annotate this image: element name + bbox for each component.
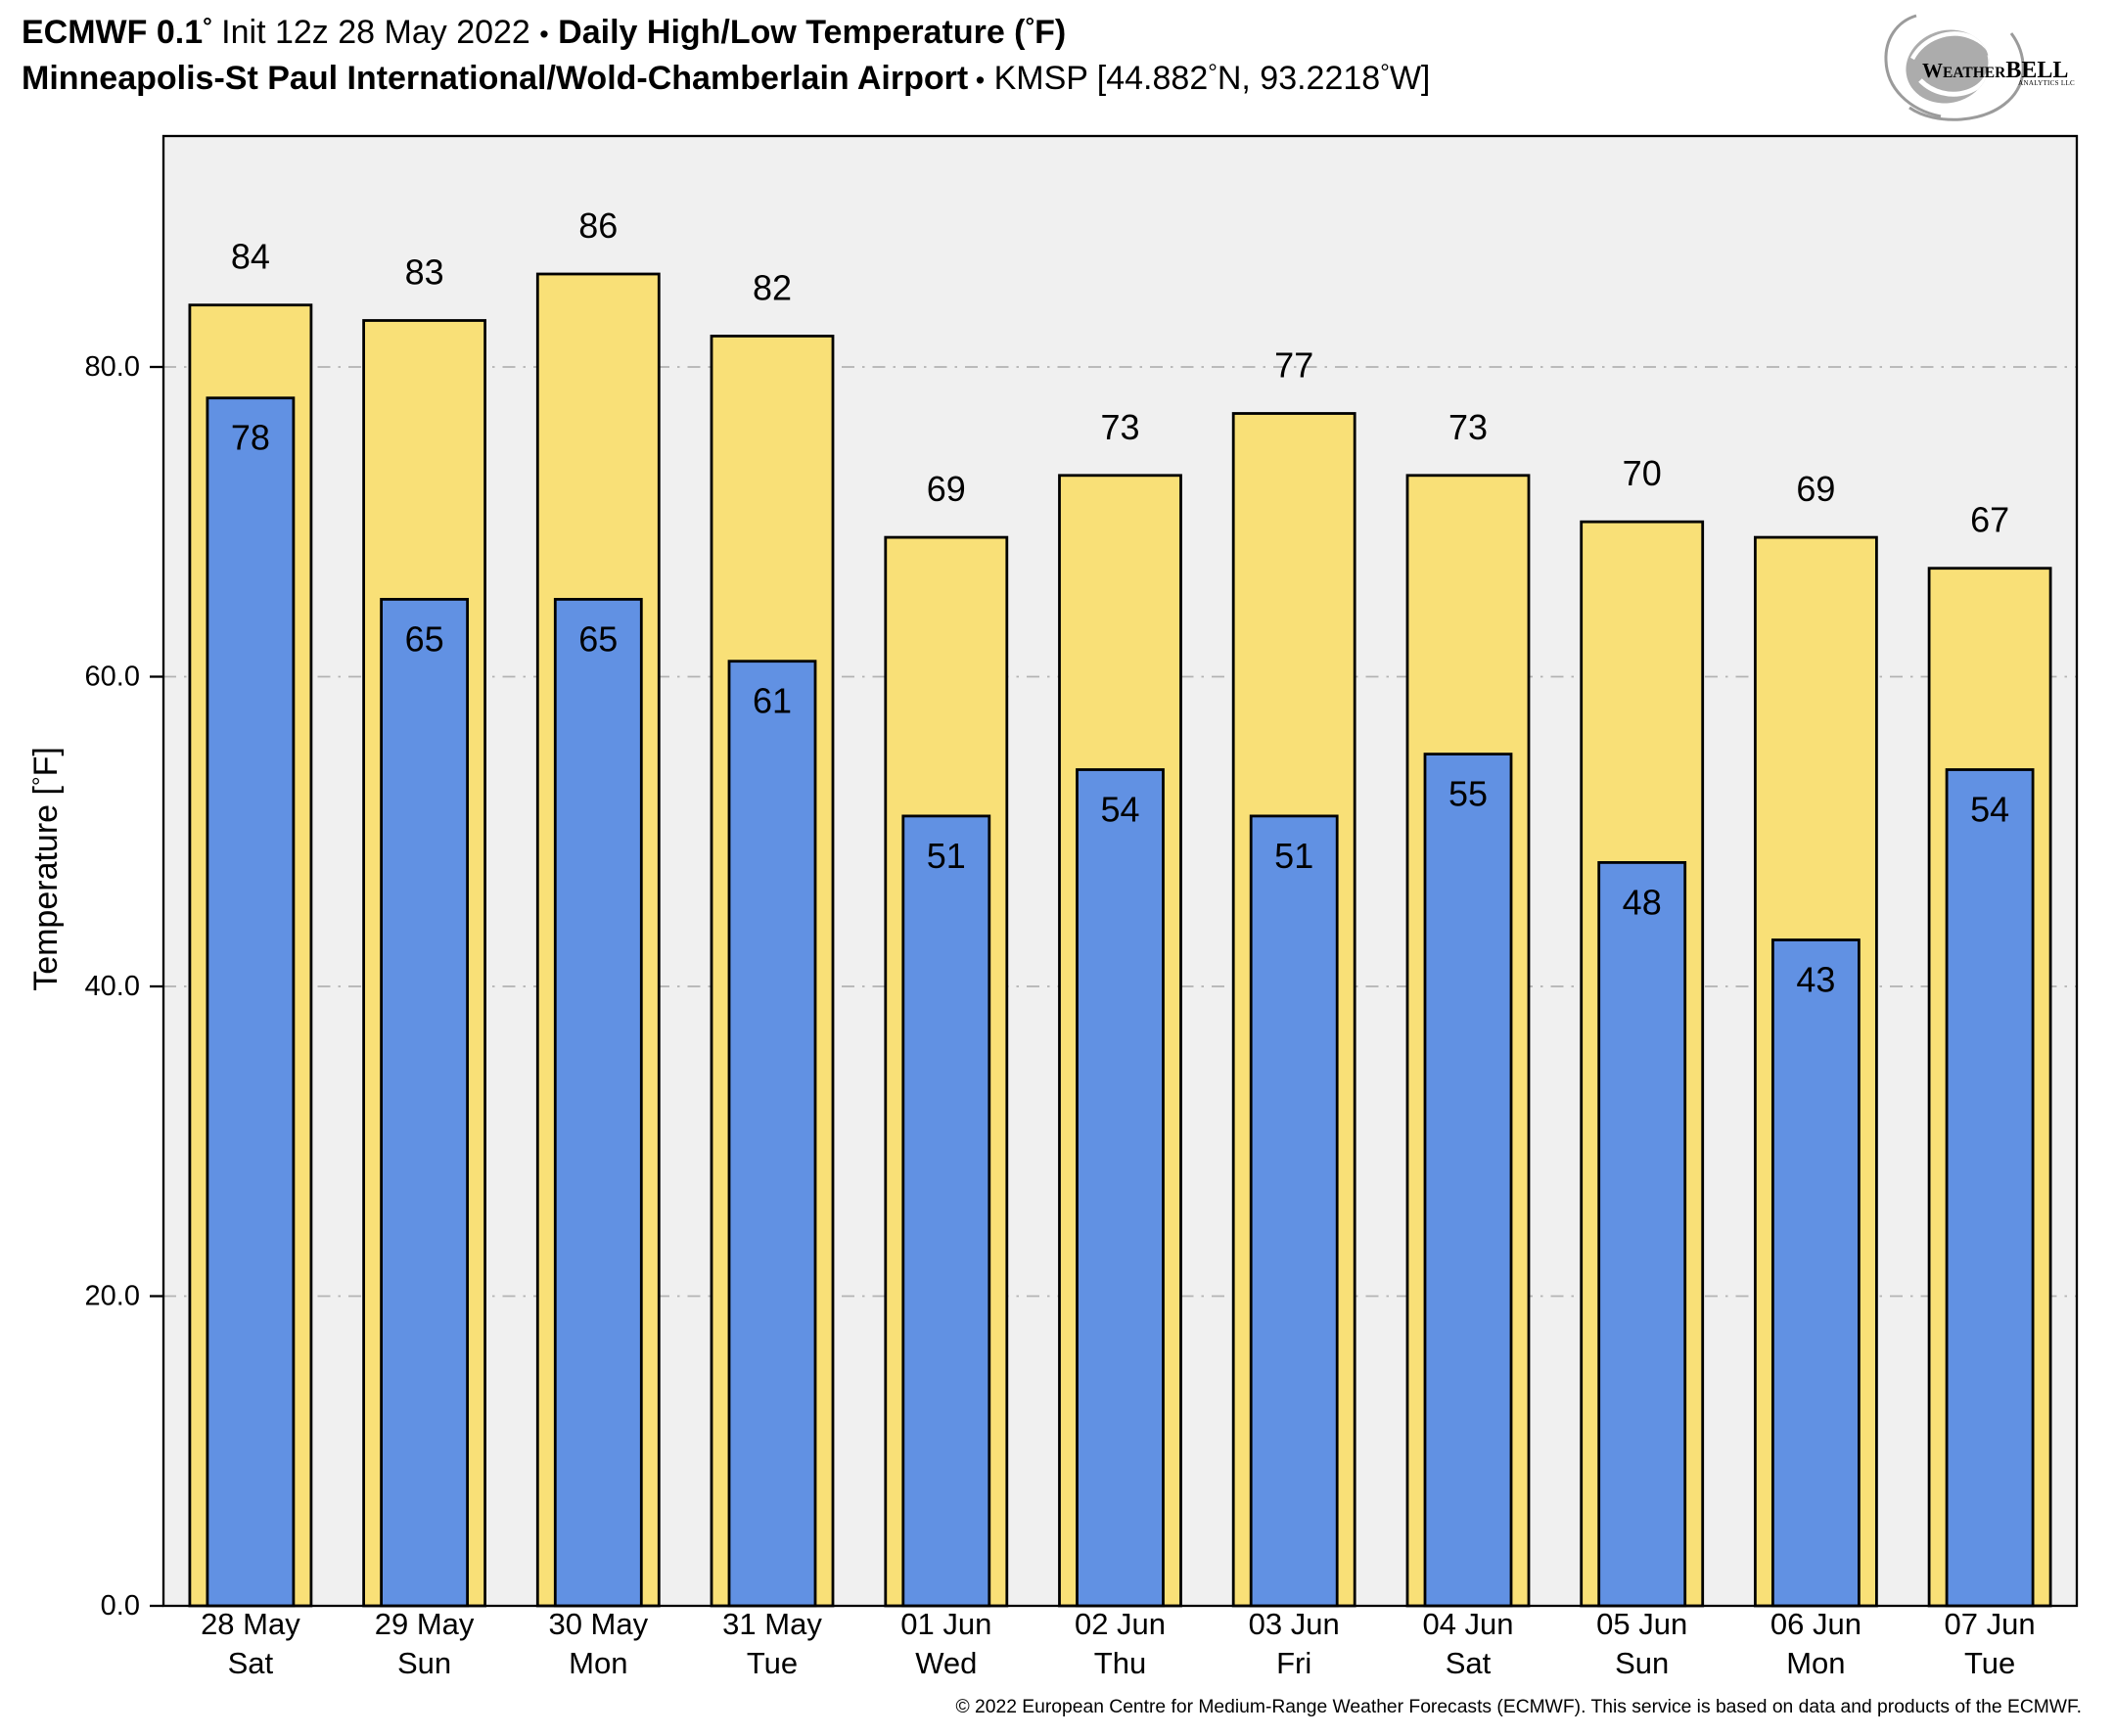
svg-text:28 May: 28 May [201, 1607, 300, 1641]
svg-text:61: 61 [753, 681, 792, 721]
svg-text:WEATHERBELL: WEATHERBELL [1922, 58, 2068, 83]
svg-text:43: 43 [1796, 960, 1835, 1000]
svg-text:Sat: Sat [1446, 1646, 1492, 1680]
svg-text:Tue: Tue [747, 1646, 798, 1680]
svg-text:78: 78 [231, 418, 270, 458]
svg-text:Minneapolis-St Paul Internatio: Minneapolis-St Paul International/Wold-C… [22, 60, 1430, 97]
svg-text:Sat: Sat [228, 1646, 274, 1680]
svg-text:Sun: Sun [397, 1646, 451, 1680]
svg-text:82: 82 [753, 267, 792, 307]
svg-text:Mon: Mon [569, 1646, 627, 1680]
svg-text:29 May: 29 May [375, 1607, 475, 1641]
svg-text:54: 54 [1970, 790, 2009, 830]
svg-text:03 Jun: 03 Jun [1249, 1607, 1340, 1641]
svg-text:73: 73 [1100, 407, 1139, 447]
svg-text:30 May: 30 May [548, 1607, 648, 1641]
svg-text:Temperature [°F]: Temperature [°F] [27, 747, 65, 991]
svg-text:06 Jun: 06 Jun [1770, 1607, 1861, 1641]
svg-text:Fri: Fri [1276, 1646, 1311, 1680]
svg-text:Sun: Sun [1615, 1646, 1669, 1680]
svg-text:0.0: 0.0 [101, 1590, 140, 1622]
svg-text:07 Jun: 07 Jun [1945, 1607, 2036, 1641]
svg-text:© 2022 European Centre for Med: © 2022 European Centre for Medium-Range … [955, 1697, 2082, 1717]
svg-text:ANALYTICS LLC: ANALYTICS LLC [2018, 79, 2075, 87]
svg-text:Wed: Wed [915, 1646, 977, 1680]
svg-text:Tue: Tue [1964, 1646, 2015, 1680]
svg-text:ECMWF 0.1° Init 12z 28 May 202: ECMWF 0.1° Init 12z 28 May 2022 • Daily … [22, 14, 1066, 51]
svg-text:80.0: 80.0 [85, 351, 140, 383]
svg-text:05 Jun: 05 Jun [1596, 1607, 1687, 1641]
svg-text:67: 67 [1970, 500, 2009, 540]
svg-text:77: 77 [1274, 345, 1313, 386]
svg-text:04 Jun: 04 Jun [1422, 1607, 1513, 1641]
svg-text:69: 69 [1796, 469, 1835, 509]
svg-text:Mon: Mon [1786, 1646, 1845, 1680]
svg-text:01 Jun: 01 Jun [900, 1607, 991, 1641]
svg-text:73: 73 [1448, 407, 1488, 447]
svg-text:60.0: 60.0 [85, 662, 140, 693]
svg-text:40.0: 40.0 [85, 971, 140, 1002]
svg-text:86: 86 [578, 206, 618, 246]
svg-text:02 Jun: 02 Jun [1075, 1607, 1166, 1641]
svg-text:65: 65 [405, 618, 444, 659]
svg-text:55: 55 [1448, 774, 1488, 814]
svg-text:48: 48 [1623, 882, 1662, 922]
svg-text:54: 54 [1100, 790, 1139, 830]
svg-text:Thu: Thu [1094, 1646, 1146, 1680]
svg-text:51: 51 [1274, 836, 1313, 876]
svg-text:65: 65 [578, 618, 618, 659]
svg-text:20.0: 20.0 [85, 1281, 140, 1312]
svg-text:31 May: 31 May [722, 1607, 822, 1641]
svg-text:84: 84 [231, 237, 270, 277]
svg-text:69: 69 [927, 469, 966, 509]
svg-text:70: 70 [1623, 453, 1662, 493]
svg-text:83: 83 [405, 252, 444, 293]
svg-text:51: 51 [927, 836, 966, 876]
